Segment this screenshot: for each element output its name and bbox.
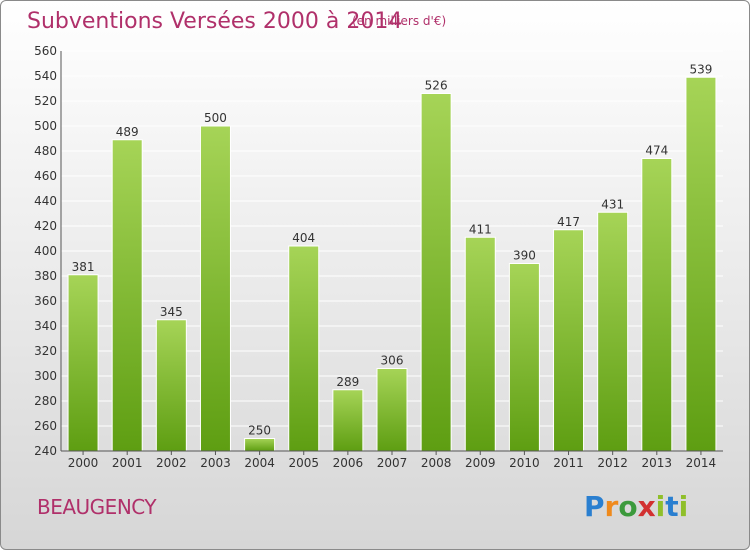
bar (420, 93, 452, 452)
chart-title: Subventions Versées 2000 à 2014 (27, 9, 403, 34)
logo-letter: i (655, 490, 666, 523)
bar-value-label: 345 (160, 305, 183, 319)
bar-value-label: 489 (116, 125, 139, 139)
bar-value-label: 289 (336, 375, 359, 389)
bar-value-label: 474 (645, 144, 668, 158)
y-tick-label: 460 (34, 169, 57, 183)
x-tick-label: 2009 (465, 456, 496, 470)
x-tick-label: 2012 (597, 456, 628, 470)
y-tick-label: 420 (34, 219, 57, 233)
bar (641, 158, 673, 452)
y-tick-label: 480 (34, 144, 57, 158)
bar (464, 236, 496, 452)
bar-value-label: 417 (557, 215, 580, 229)
bar-value-label: 431 (601, 197, 624, 211)
y-tick-label: 540 (34, 69, 57, 83)
x-tick-label: 2000 (68, 456, 99, 470)
x-tick-label: 2008 (421, 456, 452, 470)
logo-letter: o (618, 490, 638, 523)
y-tick-label: 260 (34, 419, 57, 433)
y-tick-label: 400 (34, 244, 57, 258)
commune-name: BEAUGENCY (37, 495, 157, 519)
logo-letter: t (665, 490, 679, 523)
x-tick-label: 2013 (642, 456, 673, 470)
bar-value-label: 381 (72, 260, 95, 274)
proxiti-logo: Proxiti (584, 490, 688, 523)
bar (199, 125, 231, 452)
bar-value-label: 526 (425, 79, 448, 93)
x-tick-label: 2004 (244, 456, 275, 470)
bar (553, 229, 585, 452)
label-layer: 381 489 345 500 250 404 289 306 526 411 390 417 431 4… (72, 62, 713, 437)
bar (244, 438, 276, 452)
logo-letter: i (678, 490, 689, 523)
logo-letter: x (637, 490, 656, 523)
y-tick-label: 360 (34, 294, 57, 308)
y-tick-label: 300 (34, 369, 57, 383)
bar-value-label: 411 (469, 222, 492, 236)
bar (685, 76, 717, 452)
y-tick-label: 380 (34, 269, 57, 283)
bar-value-label: 404 (292, 231, 315, 245)
x-tick-label: 2002 (156, 456, 187, 470)
bar (376, 368, 408, 452)
y-tick-label: 240 (34, 444, 57, 458)
y-tick-label: 340 (34, 319, 57, 333)
y-tick-label: 500 (34, 119, 57, 133)
unit-note: (en milliers d'€) (352, 14, 447, 28)
x-tick-label: 2014 (686, 456, 717, 470)
x-tick-label: 2011 (553, 456, 584, 470)
axis-layer: 240 260 280 300 320 340 360 380 400 420 440 460 480 5… (34, 44, 723, 470)
logo-letter: P (584, 490, 605, 523)
bar-value-label: 250 (248, 424, 271, 438)
bar (288, 245, 320, 452)
bar-value-label: 390 (513, 249, 536, 263)
y-tick-label: 320 (34, 344, 57, 358)
bar-value-label: 500 (204, 111, 227, 125)
y-tick-label: 560 (34, 44, 57, 58)
x-tick-label: 2006 (333, 456, 364, 470)
bar (508, 263, 540, 452)
bar (332, 389, 364, 452)
y-tick-label: 440 (34, 194, 57, 208)
bar-layer (67, 76, 717, 452)
x-tick-label: 2007 (377, 456, 408, 470)
x-tick-label: 2001 (112, 456, 143, 470)
y-tick-label: 280 (34, 394, 57, 408)
bar-value-label: 539 (689, 62, 712, 76)
bar-value-label: 306 (381, 354, 404, 368)
x-tick-label: 2010 (509, 456, 540, 470)
bar (67, 274, 99, 452)
bar (155, 319, 187, 452)
x-tick-label: 2003 (200, 456, 231, 470)
y-tick-label: 520 (34, 94, 57, 108)
bar (111, 139, 143, 452)
x-tick-label: 2005 (288, 456, 319, 470)
logo-letter: r (604, 490, 619, 523)
bar (597, 211, 629, 452)
